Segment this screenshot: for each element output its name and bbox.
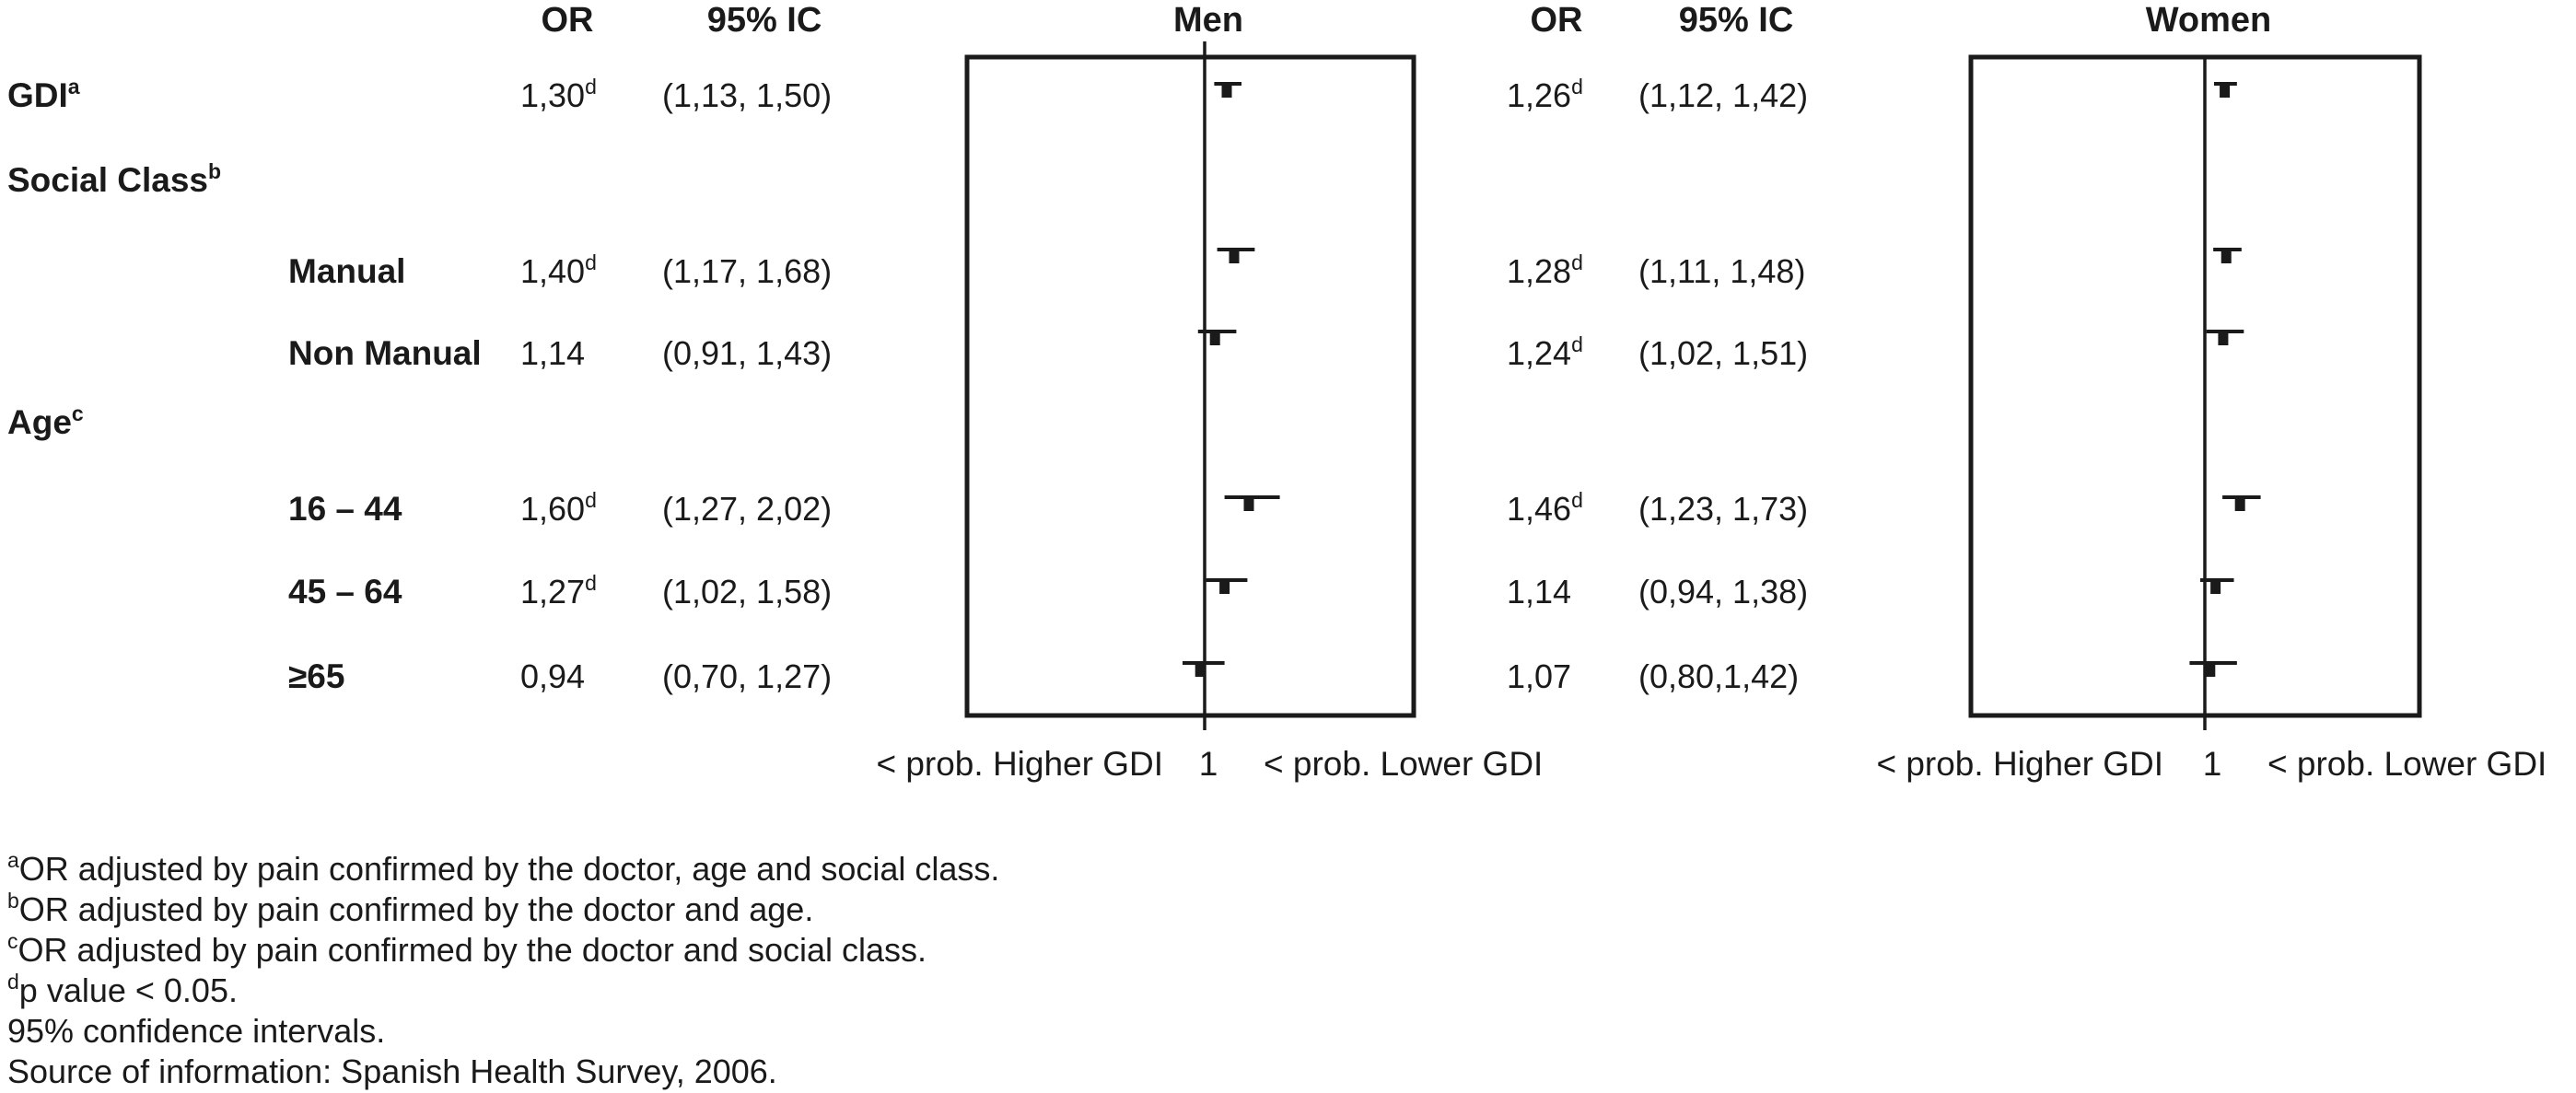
- women-or-value: 1,07: [1507, 657, 1572, 695]
- women-ci-value: (1,23, 1,73): [1638, 490, 1809, 528]
- men-plot-title: Men: [1173, 1, 1243, 40]
- men-axis-caption-row: < prob. Higher GDI 1 < prob. Lower GDI: [0, 743, 2576, 785]
- men-ci-value: (0,91, 1,43): [662, 334, 833, 372]
- footnotes-block: aOR adjusted by pain confirmed by the do…: [7, 849, 999, 1092]
- row-label: Non Manual: [288, 334, 482, 372]
- men-axis-caption-left: < prob. Higher GDI: [876, 745, 1163, 783]
- footnote-d: dp value < 0.05.: [7, 970, 238, 1010]
- men-axis-caption-right: < prob. Lower GDI: [1264, 745, 1544, 783]
- men-ci-value: (1,02, 1,58): [662, 573, 833, 610]
- women-ci-value: (0,94, 1,38): [1638, 573, 1809, 610]
- table-row-non-manual: Non Manual 1,14 (0,91, 1,43) 1,24d (1,02…: [0, 332, 2576, 375]
- row-label: 45 – 64: [288, 573, 402, 610]
- table-row-age: Agec: [0, 401, 2576, 444]
- women-ci-value: (1,02, 1,51): [1638, 334, 1809, 372]
- women-or-value: 1,26d: [1507, 75, 1583, 115]
- plot-frame: [964, 54, 1416, 718]
- men-or-column-header: OR: [541, 1, 594, 40]
- plot-frame: [1968, 54, 2422, 718]
- men-axis-tick-label: 1: [1198, 745, 1218, 783]
- men-ci-value: (0,70, 1,27): [662, 657, 833, 695]
- footnote-ci: 95% confidence intervals.: [7, 1012, 386, 1050]
- footnote-source: Source of information: Spanish Health Su…: [7, 1052, 777, 1090]
- row-label: 16 – 44: [288, 490, 402, 528]
- women-axis-tick-label: 1: [2202, 745, 2222, 783]
- women-axis-caption-left: < prob. Higher GDI: [1876, 745, 2163, 783]
- row-label: ≥65: [288, 657, 345, 695]
- men-or-value: 1,27d: [520, 571, 597, 611]
- women-or-value: 1,24d: [1507, 332, 1583, 373]
- women-or-value: 1,28d: [1507, 250, 1583, 291]
- men-or-value: 0,94: [520, 657, 586, 695]
- women-ci-value: (1,12, 1,42): [1638, 76, 1809, 114]
- men-ci-value: (1,27, 2,02): [662, 490, 833, 528]
- women-ci-value: (1,11, 1,48): [1638, 252, 1806, 290]
- men-forest-plot: [964, 41, 1416, 730]
- women-or-value: 1,46d: [1507, 488, 1583, 529]
- table-row-social-class: Social Classb: [0, 159, 2576, 202]
- footnote-a: aOR adjusted by pain confirmed by the do…: [7, 848, 1000, 889]
- women-axis-caption-right: < prob. Lower GDI: [2267, 745, 2547, 783]
- women-ci-value: (0,80,1,42): [1638, 657, 1800, 695]
- table-row-65-plus: ≥65 0,94 (0,70, 1,27) 1,07 (0,80,1,42): [0, 656, 2576, 698]
- men-ci-value: (1,13, 1,50): [662, 76, 833, 114]
- footnote-b: bOR adjusted by pain confirmed by the do…: [7, 889, 814, 929]
- table-row-45-64: 45 – 64 1,27d (1,02, 1,58) 1,14 (0,94, 1…: [0, 571, 2576, 613]
- women-or-column-header: OR: [1530, 1, 1583, 40]
- row-label: GDIa: [7, 75, 80, 115]
- table-row-16-44: 16 – 44 1,60d (1,27, 2,02) 1,46d (1,23, …: [0, 488, 2576, 530]
- table-row-manual: Manual 1,40d (1,17, 1,68) 1,28d (1,11, 1…: [0, 250, 2576, 293]
- men-ci-value: (1,17, 1,68): [662, 252, 833, 290]
- women-or-value: 1,14: [1507, 573, 1572, 610]
- men-or-value: 1,14: [520, 334, 586, 372]
- women-ci-column-header: 95% IC: [1678, 1, 1794, 40]
- row-label: Social Classb: [7, 159, 222, 200]
- women-forest-plot: [1968, 54, 2422, 730]
- men-or-value: 1,30d: [520, 75, 597, 115]
- row-label: Manual: [288, 252, 406, 290]
- men-ci-column-header: 95% IC: [706, 1, 822, 40]
- row-label: Agec: [7, 401, 84, 442]
- men-or-value: 1,60d: [520, 488, 597, 529]
- table-row-gdi: GDIa 1,30d (1,13, 1,50) 1,26d (1,12, 1,4…: [0, 75, 2576, 117]
- footnote-c: cOR adjusted by pain confirmed by the do…: [7, 929, 927, 970]
- women-plot-title: Women: [2145, 1, 2272, 40]
- women-axis-caption-row: < prob. Higher GDI 1 < prob. Lower GDI: [0, 743, 2576, 785]
- men-or-value: 1,40d: [520, 250, 597, 291]
